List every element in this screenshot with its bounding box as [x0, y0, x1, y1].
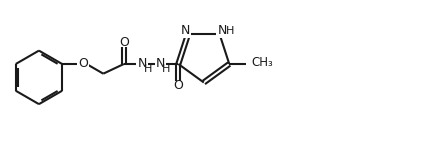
Text: H: H: [143, 64, 152, 74]
Text: N: N: [155, 58, 165, 70]
Text: N: N: [217, 24, 227, 37]
Text: H: H: [162, 64, 170, 74]
Text: N: N: [137, 58, 147, 70]
Text: N: N: [181, 24, 190, 37]
Text: CH₃: CH₃: [251, 56, 273, 69]
Text: O: O: [173, 79, 183, 92]
Text: O: O: [78, 58, 88, 70]
Text: O: O: [119, 36, 129, 49]
Text: H: H: [225, 26, 234, 36]
